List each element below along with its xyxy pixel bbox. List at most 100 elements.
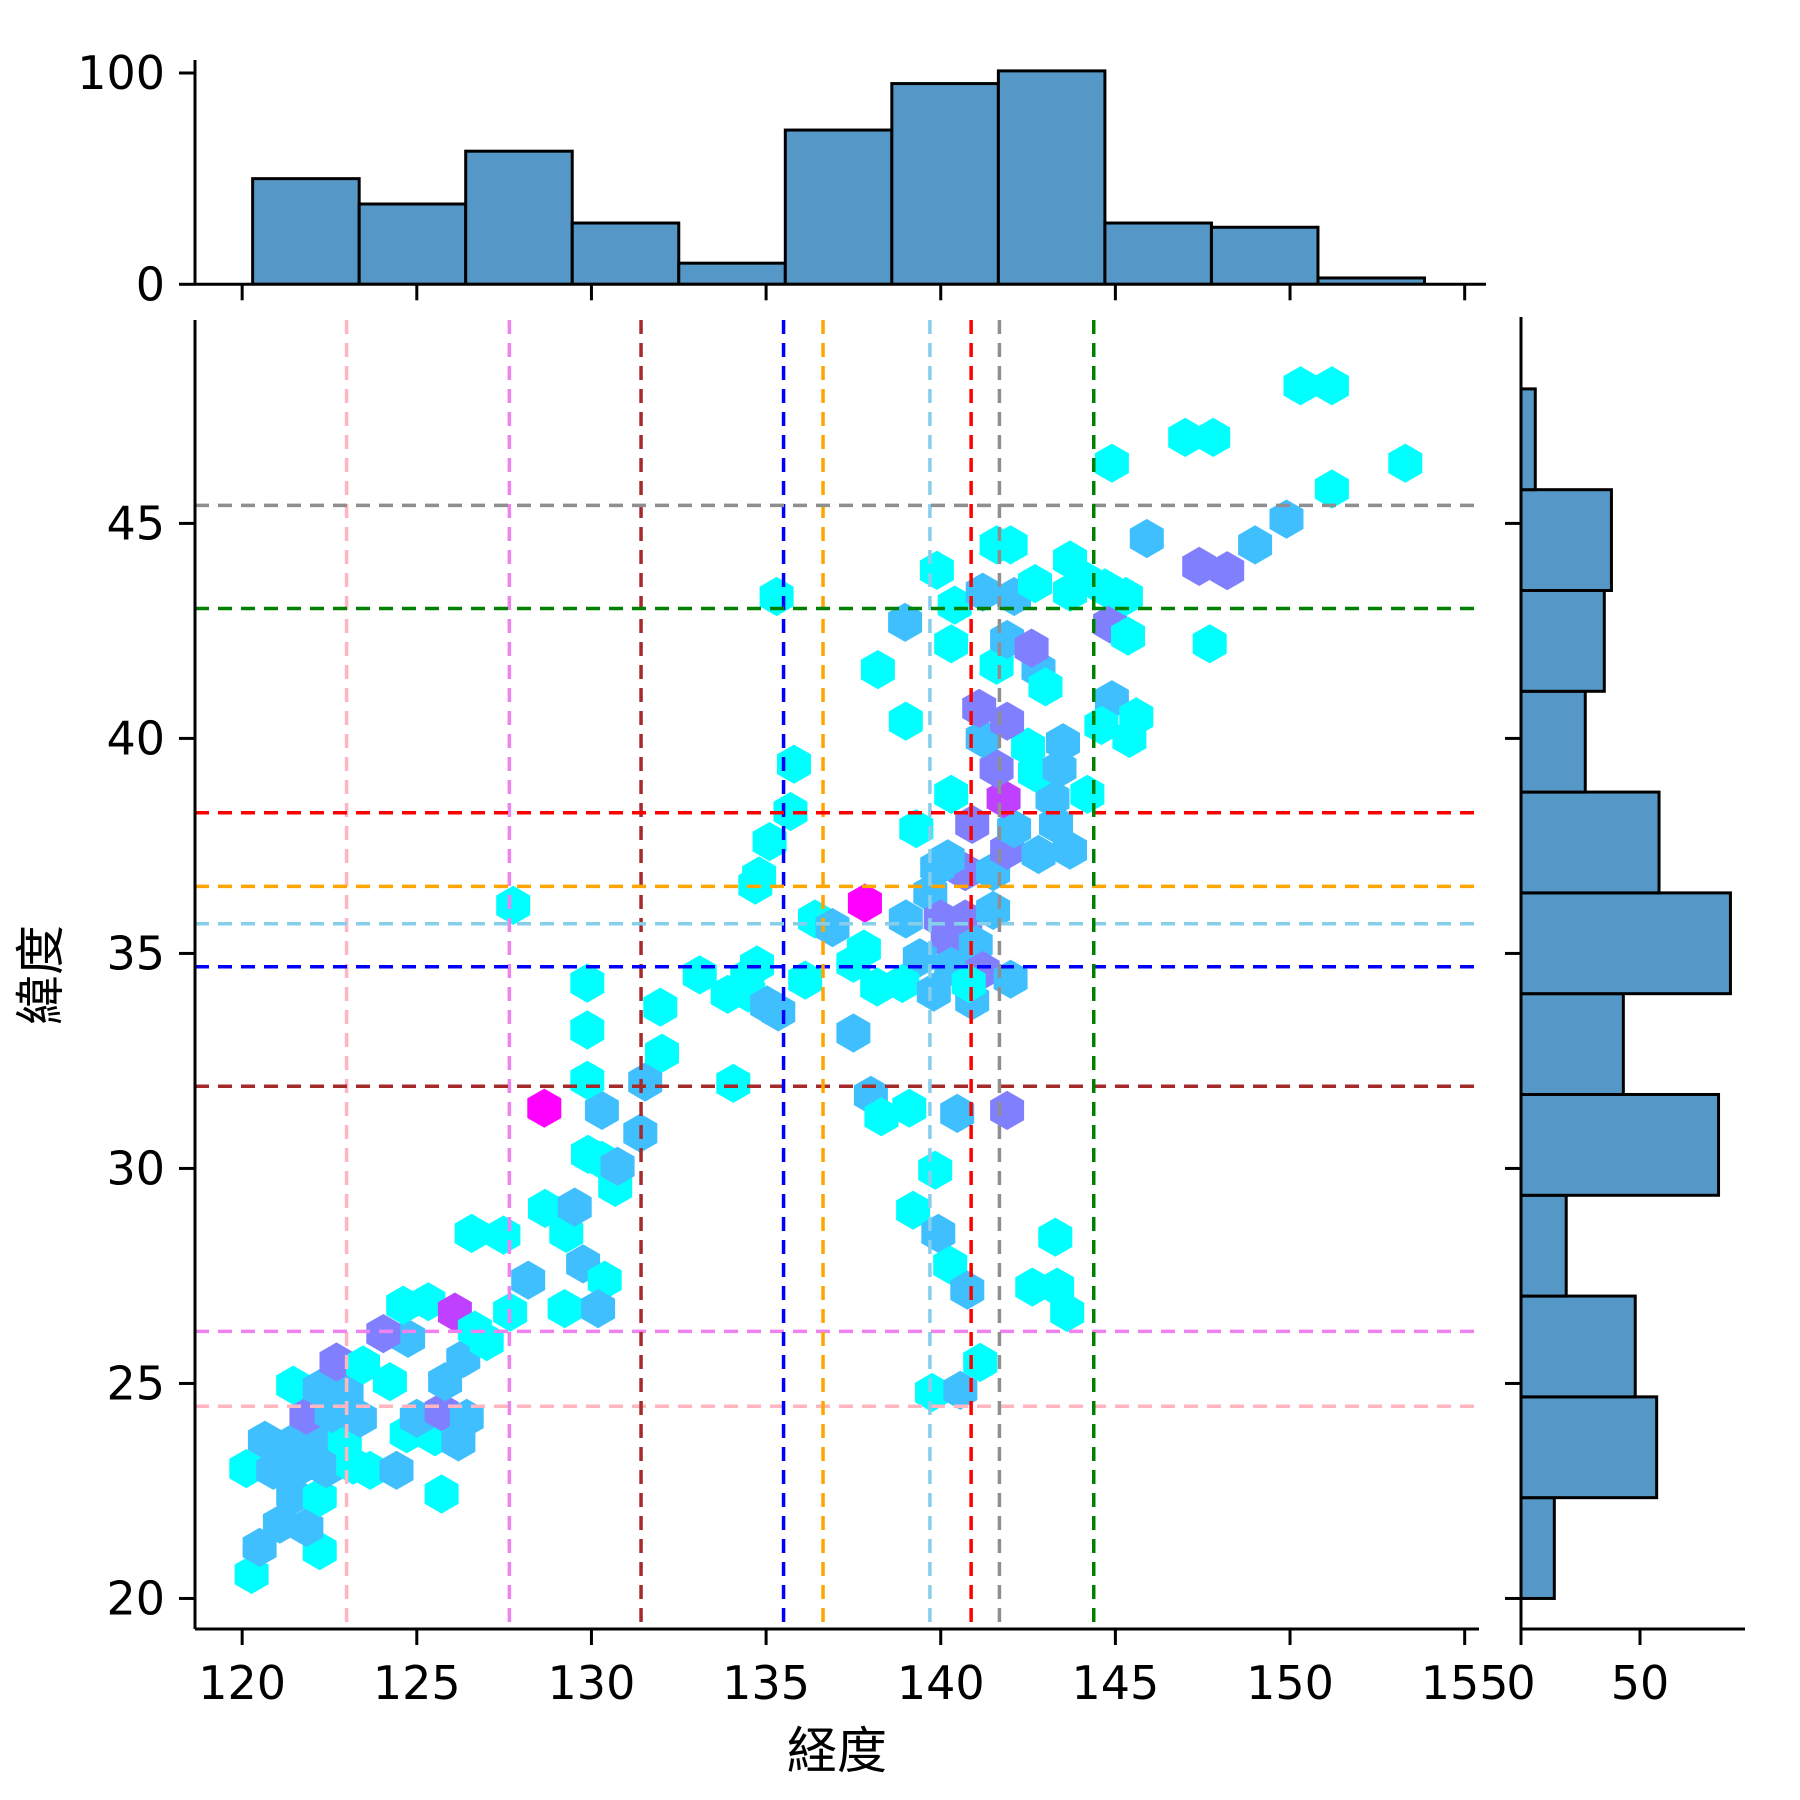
hexbin-cell bbox=[1111, 616, 1145, 656]
hexbin-cell bbox=[773, 791, 808, 832]
histogram-bar bbox=[1209, 225, 1320, 285]
histogram-bar bbox=[1521, 1395, 1659, 1500]
hexbin-cell bbox=[1283, 366, 1318, 406]
hexbin-cell bbox=[1018, 564, 1052, 604]
hexbin-cell bbox=[860, 650, 895, 690]
hexbin-cell bbox=[1035, 779, 1070, 819]
hexbin-cell bbox=[256, 1450, 291, 1490]
hexbin-cell bbox=[557, 1187, 592, 1227]
histogram-bar bbox=[1521, 790, 1661, 895]
hexbin-cell bbox=[888, 602, 923, 642]
hexbin-cell bbox=[963, 1342, 998, 1382]
hexbin-cell bbox=[587, 1260, 622, 1300]
hexbin-cell bbox=[372, 1362, 407, 1402]
hexbin-cell bbox=[752, 822, 787, 862]
hexbin-cell bbox=[1050, 1292, 1085, 1333]
right-histogram-bars bbox=[1521, 387, 1732, 1600]
hexbin-layer bbox=[229, 366, 1423, 1594]
histogram-bar bbox=[1521, 891, 1732, 996]
axes-spines-ticks: 120 125 130 135 140 145 150 155 20 25 30 35 40 45 0 100… bbox=[77, 46, 1745, 1710]
tick-label: 20 bbox=[106, 1571, 165, 1625]
histogram-bar bbox=[1521, 1294, 1637, 1399]
hexbin-cell bbox=[570, 1060, 605, 1100]
reference-lines-layer bbox=[195, 320, 1479, 1629]
hexbin-cell bbox=[885, 963, 920, 1004]
hexbin-cell bbox=[454, 1213, 489, 1253]
hexbin-cell bbox=[449, 1398, 484, 1438]
tick-label: 145 bbox=[1071, 1656, 1159, 1710]
tick-label: 100 bbox=[77, 46, 165, 100]
hexbin-cell bbox=[643, 987, 678, 1027]
hexbin-cell bbox=[581, 1289, 616, 1329]
hexbin-cell bbox=[424, 1474, 459, 1514]
main-hexbin-plot bbox=[195, 320, 1479, 1629]
hexbin-cell bbox=[888, 701, 923, 741]
tick-label: 130 bbox=[548, 1656, 636, 1710]
tick-label: 50 bbox=[1611, 1656, 1670, 1710]
hexbin-cell bbox=[366, 1314, 401, 1354]
hexbin-cell bbox=[276, 1476, 311, 1516]
hexbin-cell bbox=[346, 1345, 380, 1385]
tick-label: 45 bbox=[106, 496, 165, 550]
hexbin-cell bbox=[951, 963, 986, 1004]
hexbin-cell bbox=[815, 908, 850, 948]
tick-label: 0 bbox=[136, 257, 165, 311]
tick-label: 0 bbox=[1506, 1656, 1535, 1710]
hexbin-cell bbox=[1011, 727, 1046, 767]
hexbin-cell bbox=[1314, 469, 1349, 509]
hexbin-cell bbox=[933, 1245, 968, 1285]
hexbin-cell bbox=[940, 1093, 975, 1133]
hexbin-cell bbox=[302, 1369, 337, 1409]
hexbin-cell bbox=[1269, 499, 1304, 539]
histogram-bar bbox=[1521, 992, 1625, 1096]
hexbin-cell bbox=[740, 945, 774, 985]
hexbin-cell bbox=[1046, 723, 1080, 763]
hexbin-cell bbox=[319, 1342, 354, 1382]
histogram-bar bbox=[890, 82, 1000, 285]
hexbin-cell bbox=[600, 1146, 635, 1186]
hexbin-cell bbox=[934, 624, 969, 664]
hexbin-cell bbox=[915, 1372, 949, 1413]
hexbin-cell bbox=[242, 1527, 277, 1567]
tick-label: 40 bbox=[106, 711, 165, 765]
histogram-bar bbox=[1521, 488, 1613, 592]
hexbin-cell bbox=[950, 1270, 985, 1310]
hexbin-cell bbox=[1196, 417, 1231, 457]
hexbin-cell bbox=[411, 1282, 446, 1322]
tick-label: 150 bbox=[1246, 1656, 1334, 1710]
hexbin-cell bbox=[788, 960, 823, 1000]
hexbin-cell bbox=[353, 1450, 387, 1490]
histogram-bar bbox=[1521, 1092, 1721, 1197]
hexbin-cell bbox=[899, 809, 934, 849]
hexbin-cell bbox=[836, 1013, 871, 1053]
hexbin-cell bbox=[1182, 546, 1217, 586]
hexbin-cell bbox=[1038, 1217, 1073, 1257]
histogram-bar bbox=[570, 221, 681, 285]
tick-label: 155 bbox=[1421, 1656, 1509, 1710]
hexbin-cell bbox=[247, 1420, 282, 1460]
hexbin-cell bbox=[1070, 774, 1105, 814]
histogram-bar bbox=[357, 202, 468, 285]
tick-label: 120 bbox=[198, 1656, 286, 1710]
histogram-bar bbox=[464, 149, 574, 285]
hexbin-cell bbox=[1168, 417, 1203, 457]
histogram-bar bbox=[1521, 387, 1537, 492]
histogram-bar bbox=[1103, 221, 1213, 285]
hexbin-cell bbox=[528, 1188, 562, 1228]
hexbin-cell bbox=[896, 1190, 931, 1230]
hexbin-cell bbox=[570, 1010, 605, 1050]
histogram-bar bbox=[677, 261, 787, 285]
hexbin-cell bbox=[1314, 366, 1349, 406]
tick-label: 30 bbox=[106, 1141, 165, 1195]
hexbin-cell bbox=[750, 985, 785, 1025]
hexbin-cell bbox=[916, 972, 951, 1012]
hexbin-cell bbox=[570, 963, 605, 1003]
hexbin-cell bbox=[547, 1289, 582, 1329]
hexbin-cell bbox=[918, 1150, 953, 1190]
hexbin-cell bbox=[1210, 551, 1245, 591]
x-axis-label: 経度 bbox=[787, 1722, 887, 1780]
hexbin-cell bbox=[486, 1215, 521, 1255]
hexbin-cell bbox=[527, 1088, 562, 1128]
tick-label: 35 bbox=[106, 926, 165, 980]
hexbin-cell bbox=[274, 1424, 309, 1464]
